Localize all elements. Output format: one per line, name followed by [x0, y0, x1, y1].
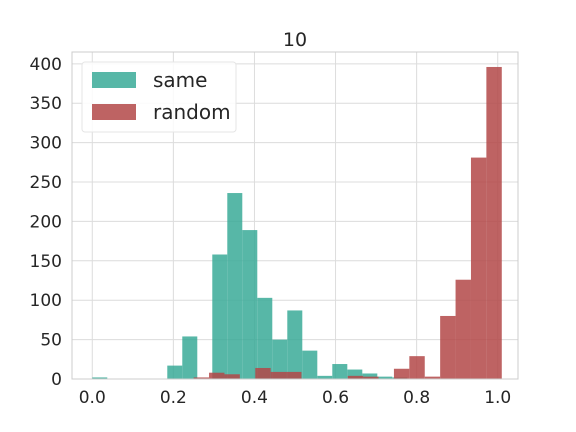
histogram-bar-random	[347, 375, 364, 379]
histogram-bar-random	[286, 371, 302, 379]
y-tick-label: 50	[40, 331, 62, 351]
histogram-bar-same	[242, 230, 258, 379]
histogram-bar-random	[193, 377, 210, 379]
histogram-bar-same	[272, 339, 288, 379]
x-tick-label: 0.2	[160, 388, 187, 408]
series-random	[193, 66, 502, 380]
histogram-bar-same	[362, 373, 378, 379]
histogram-bar-same	[377, 376, 393, 379]
x-tick-label: 0.0	[79, 388, 106, 408]
x-tick-label: 0.4	[241, 388, 268, 408]
tick-layer: 0.0 0.2 0.4 0.6 0.8 1.0 0 50 100 150 200 250 300 350 4…	[30, 55, 512, 408]
y-tick-label: 200	[30, 212, 62, 232]
series-layer	[92, 66, 502, 380]
legend-swatch-random	[92, 104, 136, 120]
histogram-bar-random	[470, 157, 487, 379]
histogram-bar-random	[424, 376, 441, 379]
y-tick-label: 0	[51, 370, 62, 390]
legend-swatch-same	[92, 72, 136, 88]
histogram-bar-random	[409, 356, 425, 379]
histogram-bar-same	[257, 297, 273, 379]
histogram-bar-same	[317, 375, 333, 379]
legend: same random	[81, 61, 237, 133]
histogram-bar-random	[393, 368, 410, 379]
y-tick-label: 350	[30, 94, 62, 114]
y-tick-label: 250	[30, 173, 62, 193]
y-tick-label: 100	[30, 291, 62, 311]
histogram-bar-same	[212, 254, 228, 379]
chart-title: 10	[283, 29, 307, 51]
x-tick-label: 0.6	[322, 388, 349, 408]
y-tick-label: 300	[30, 134, 62, 154]
histogram-bar-same	[182, 336, 198, 379]
histogram-bar-same	[167, 365, 183, 379]
histogram-bar-random	[209, 372, 225, 379]
series-same	[92, 193, 408, 379]
x-tick-label: 1.0	[484, 388, 511, 408]
histogram-bar-random	[270, 371, 287, 379]
histogram-bar-random	[255, 367, 271, 379]
y-tick-label: 400	[30, 55, 62, 75]
x-tick-label: 0.8	[403, 388, 430, 408]
legend-label-same: same	[153, 68, 207, 92]
histogram-bar-same	[302, 350, 318, 379]
histogram-bar-random	[440, 315, 456, 379]
histogram-bar-same	[227, 193, 243, 379]
histogram-bar-random	[455, 279, 471, 379]
histogram-bar-same	[92, 377, 108, 379]
y-tick-label: 150	[30, 252, 62, 272]
legend-label-random: random	[153, 100, 231, 124]
histogram-bar-random	[224, 374, 240, 379]
histogram-bar-same	[332, 364, 348, 379]
histogram-bar-random	[486, 66, 502, 380]
histogram-bar-same	[287, 310, 303, 379]
histogram-bar-same	[347, 369, 363, 379]
plot-frame	[71, 51, 519, 380]
histogram-bar-random	[363, 376, 379, 379]
